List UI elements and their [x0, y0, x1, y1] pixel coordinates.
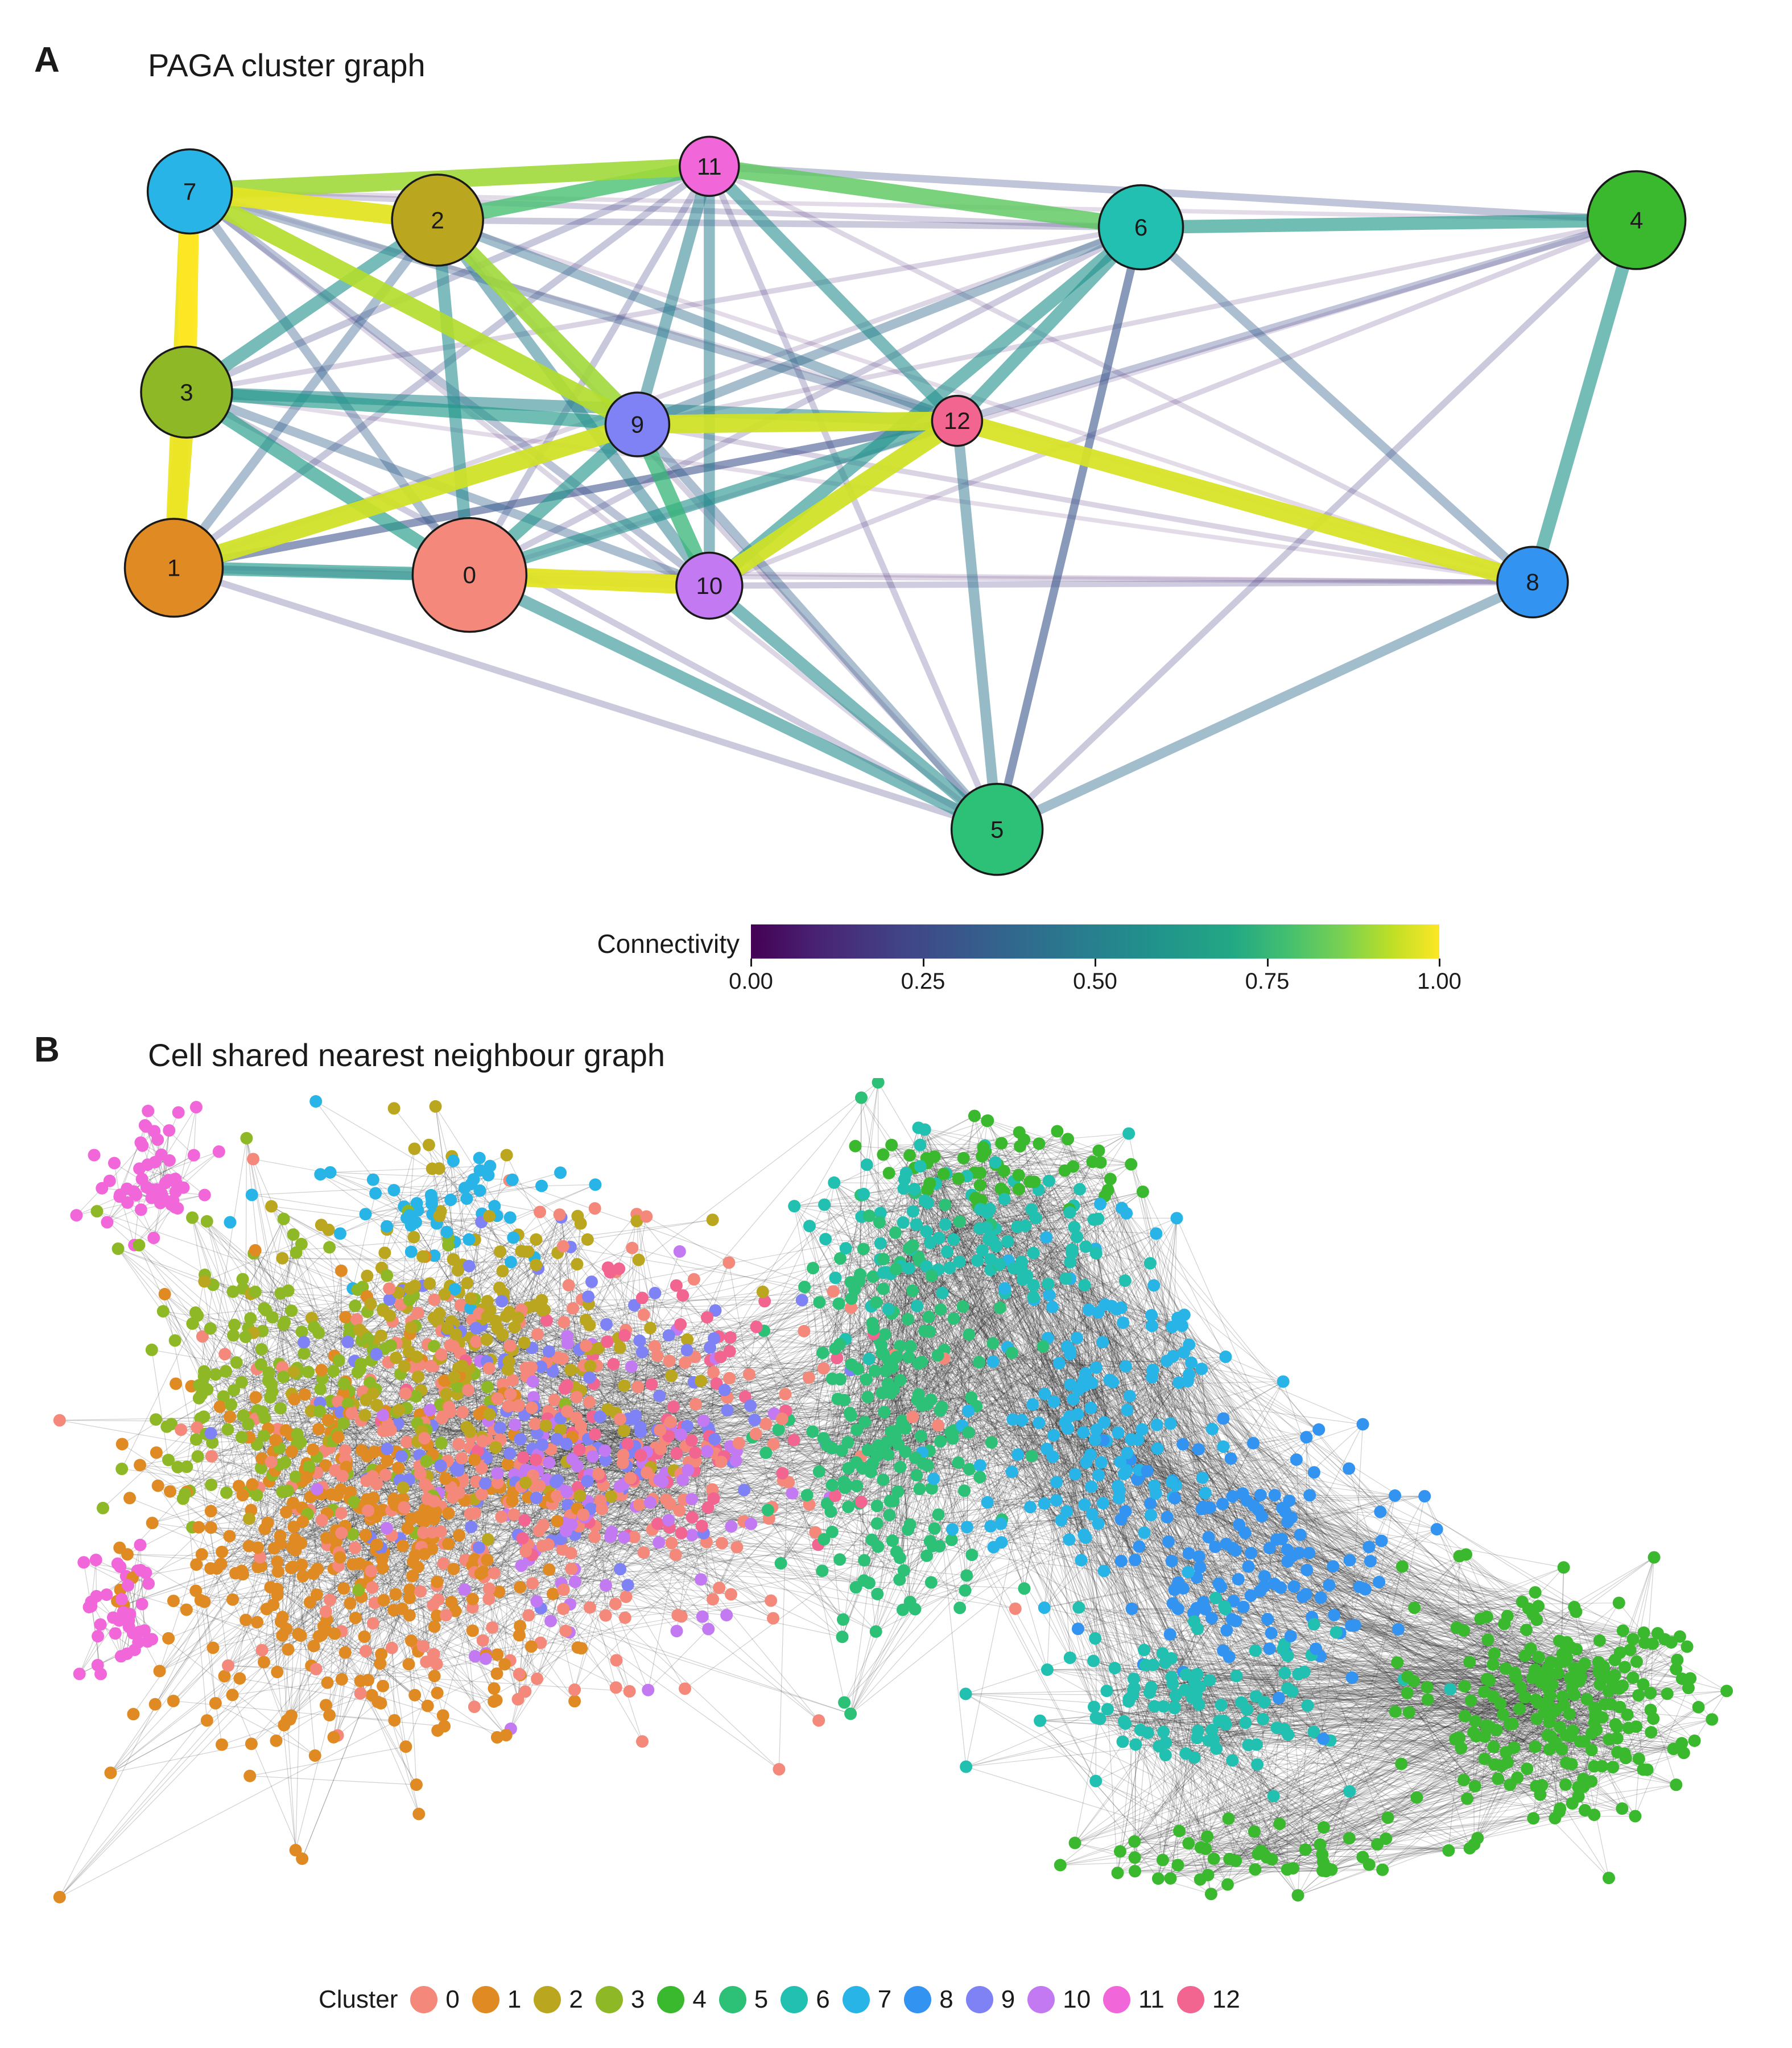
legend-text: 3: [631, 1985, 645, 2014]
paga-edge: [637, 421, 957, 424]
panel-a-label: A: [34, 40, 60, 80]
paga-node-label: 2: [431, 207, 444, 233]
legend-text: 8: [939, 1985, 953, 2014]
legend-text: 6: [816, 1985, 829, 2014]
legend-swatch: [781, 1986, 808, 2013]
legend-text: 0: [445, 1985, 459, 2014]
paga-node-label: 11: [697, 153, 722, 180]
colorbar-tick-mark: [1095, 959, 1096, 967]
legend-item-2: 2: [534, 1985, 583, 2014]
legend-text: 12: [1212, 1985, 1240, 2014]
legend-item-5: 5: [719, 1985, 768, 2014]
paga-edge: [1533, 220, 1637, 582]
paga-node-label: 10: [696, 572, 722, 599]
cluster-legend-title: Cluster: [319, 1985, 398, 2014]
legend-swatch: [534, 1986, 561, 2013]
paga-node-label: 12: [944, 407, 971, 434]
legend-item-7: 7: [843, 1985, 891, 2014]
paga-node-label: 4: [1630, 207, 1643, 233]
panel-b-label: B: [34, 1030, 60, 1070]
paga-node-label: 5: [990, 816, 1004, 843]
paga-edge: [997, 582, 1533, 829]
legend-swatch: [1177, 1986, 1204, 2013]
paga-node-label: 7: [183, 178, 196, 205]
paga-node-label: 6: [1134, 214, 1147, 241]
colorbar-tick-mark: [1439, 959, 1440, 967]
paga-edge: [637, 424, 997, 829]
legend-item-8: 8: [904, 1985, 953, 2014]
legend-text: 11: [1138, 1985, 1165, 2014]
legend-text: 4: [692, 1985, 706, 2014]
colorbar-tick-label: 0.25: [901, 969, 945, 994]
colorbar-tick-label: 1.00: [1417, 969, 1461, 994]
legend-text: 2: [569, 1985, 583, 2014]
colorbar-rect: [751, 924, 1439, 959]
paga-network-svg: 0123456789101112: [31, 75, 1755, 917]
colorbar-tick-label: 0.00: [729, 969, 773, 994]
colorbar-tick-label: 0.75: [1245, 969, 1290, 994]
legend-text: 7: [878, 1985, 891, 2014]
legend-text: 5: [754, 1985, 768, 2014]
legend-item-3: 3: [596, 1985, 645, 2014]
colorbar-tick-label: 0.50: [1073, 969, 1117, 994]
paga-node-label: 8: [1526, 569, 1539, 596]
legend-swatch: [410, 1986, 437, 2013]
paga-edge: [1141, 220, 1637, 228]
cluster-legend: Cluster 0123456789101112: [319, 1985, 1240, 2014]
legend-item-11: 11: [1103, 1985, 1165, 2014]
paga-node-label: 0: [463, 561, 476, 588]
paga-node-label: 1: [167, 555, 180, 581]
legend-swatch: [904, 1986, 931, 2013]
paga-edge: [637, 166, 709, 424]
legend-text: 10: [1063, 1985, 1091, 2014]
legend-item-12: 12: [1177, 1985, 1240, 2014]
legend-swatch: [1103, 1986, 1130, 2013]
legend-swatch: [1027, 1986, 1055, 2013]
paga-node-label: 9: [631, 411, 644, 438]
panel-b-title: Cell shared nearest neighbour graph: [148, 1037, 665, 1073]
legend-item-10: 10: [1027, 1985, 1091, 2014]
legend-item-6: 6: [781, 1985, 829, 2014]
figure-root: A PAGA cluster graph 0123456789101112 Co…: [0, 0, 1792, 2048]
paga-edge: [709, 582, 1533, 585]
colorbar-tick-mark: [923, 959, 924, 967]
legend-text: 9: [1001, 1985, 1015, 2014]
paga-node-label: 3: [180, 379, 193, 406]
colorbar-svg: [751, 924, 1439, 959]
legend-swatch: [719, 1986, 746, 2013]
legend-item-1: 1: [472, 1985, 521, 2014]
snn-network-svg: [51, 1078, 1735, 1943]
legend-item-4: 4: [657, 1985, 706, 2014]
legend-swatch: [596, 1986, 623, 2013]
colorbar-label: Connectivity: [597, 928, 740, 959]
legend-swatch: [472, 1986, 499, 2013]
legend-swatch: [843, 1986, 870, 2013]
paga-edge: [997, 228, 1141, 829]
legend-item-9: 9: [966, 1985, 1015, 2014]
colorbar-tick-mark: [1267, 959, 1269, 967]
colorbar-tick-mark: [750, 959, 752, 967]
legend-text: 1: [507, 1985, 521, 2014]
legend-item-0: 0: [410, 1985, 459, 2014]
legend-swatch: [966, 1986, 993, 2013]
legend-swatch: [657, 1986, 684, 2013]
